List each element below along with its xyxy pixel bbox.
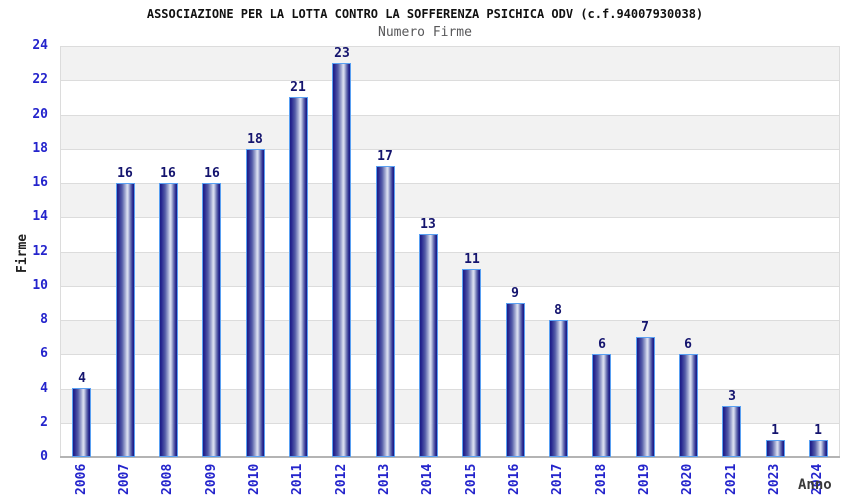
y-tick-label: 22 (32, 72, 48, 88)
grid-band (60, 388, 840, 423)
x-tick-label: 2016 (507, 463, 522, 495)
x-tick-label: 2020 (680, 463, 695, 495)
plot-right-edge (839, 46, 840, 457)
grid-band (60, 80, 840, 115)
gridline (60, 80, 840, 82)
grid-band (60, 285, 840, 320)
x-tick-label: 2015 (464, 463, 479, 495)
gridline (60, 217, 840, 219)
x-tick-label: 2010 (247, 463, 262, 495)
y-tick-label: 2 (40, 414, 48, 430)
gridline (60, 354, 840, 356)
x-axis-line (60, 456, 840, 458)
y-tick-label: 8 (40, 312, 48, 327)
x-axis-label: Anno (798, 477, 832, 493)
x-tick-label: 2023 (767, 463, 782, 495)
y-tick-label: 0 (40, 449, 48, 464)
x-tick-label: 2021 (724, 463, 739, 495)
gridline (60, 285, 840, 287)
gridline (60, 183, 840, 184)
grid-band (60, 320, 840, 355)
x-tick-label: 2012 (334, 463, 349, 495)
grid-band (60, 148, 840, 183)
gridline (60, 46, 840, 47)
x-tick-label: 2007 (117, 463, 132, 495)
grid-band (60, 354, 840, 389)
x-tick-label: 2013 (377, 463, 392, 495)
x-tick-label: 2014 (420, 463, 435, 495)
gridline (60, 320, 840, 321)
x-tick-label: 2018 (594, 463, 609, 495)
gridline (60, 422, 840, 424)
grid-band (60, 251, 840, 286)
grid-band (60, 183, 840, 218)
y-tick-label: 6 (40, 346, 48, 362)
y-tick-label: 24 (32, 38, 48, 53)
x-tick-label: 2019 (637, 463, 652, 495)
y-tick-label: 18 (32, 140, 48, 156)
plot-area (60, 46, 840, 458)
x-tick-label: 2017 (550, 463, 565, 495)
x-tick-label: 2011 (290, 463, 305, 495)
y-tick-label: 14 (32, 209, 48, 225)
grid-band (60, 46, 840, 81)
gridline (60, 388, 840, 390)
y-tick-label: 16 (32, 175, 48, 190)
chart-subtitle: Numero Firme (378, 25, 472, 40)
plot-left-edge (60, 46, 61, 457)
y-tick-label: 4 (40, 380, 48, 396)
y-tick-label: 10 (32, 277, 48, 293)
chart-title: ASSOCIAZIONE PER LA LOTTA CONTRO LA SOFF… (146, 7, 704, 21)
y-axis-label: Firme (15, 233, 30, 273)
y-tick-label: 20 (32, 106, 48, 122)
gridline (60, 251, 840, 253)
gridline (60, 148, 840, 150)
grid-band (60, 217, 840, 252)
grid-band (60, 114, 840, 149)
grid-band (60, 422, 840, 457)
x-tick-label: 2009 (204, 463, 219, 495)
gridline (60, 114, 840, 116)
x-tick-label: 2006 (74, 463, 89, 495)
x-tick-label: 2008 (160, 463, 175, 495)
